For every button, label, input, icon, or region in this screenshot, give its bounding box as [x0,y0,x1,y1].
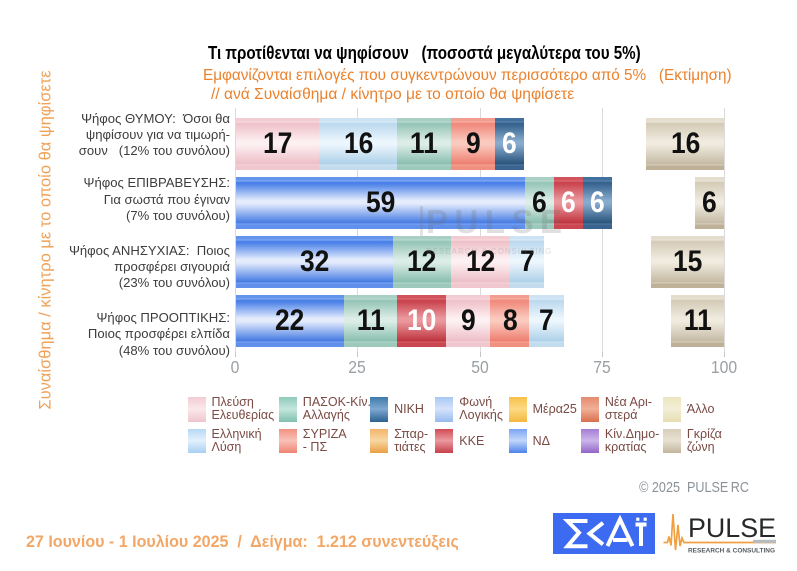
svg-text:RESEARCH & CONSULTING: RESEARCH & CONSULTING [688,548,775,555]
svg-text:PULSE: PULSE [688,513,776,543]
